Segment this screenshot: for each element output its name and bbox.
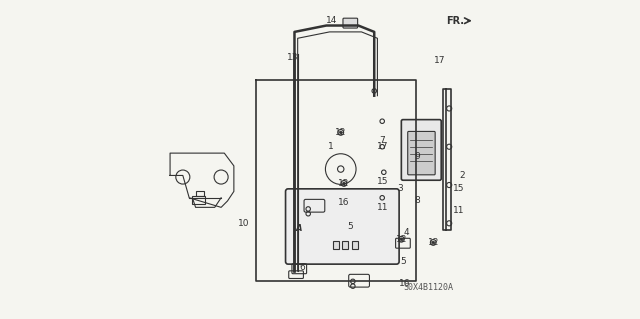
Text: 8: 8 <box>415 197 420 205</box>
Circle shape <box>432 241 435 244</box>
Text: 4: 4 <box>403 228 409 237</box>
Text: 12: 12 <box>396 235 407 244</box>
Text: 6: 6 <box>300 263 305 272</box>
Bar <box>342 241 348 249</box>
Text: 17: 17 <box>376 142 388 151</box>
Bar <box>333 241 339 249</box>
Bar <box>352 241 358 249</box>
Bar <box>193 196 205 204</box>
Text: 17: 17 <box>434 56 445 65</box>
Text: 12: 12 <box>428 238 439 247</box>
Text: 7: 7 <box>380 136 385 145</box>
Bar <box>196 191 204 196</box>
Text: 12: 12 <box>335 128 346 137</box>
Text: 14: 14 <box>326 16 337 25</box>
Text: 10: 10 <box>237 219 249 228</box>
Text: 12: 12 <box>338 179 349 188</box>
Text: 3: 3 <box>397 184 403 193</box>
Text: 15: 15 <box>376 177 388 186</box>
Text: 2: 2 <box>459 171 465 180</box>
Circle shape <box>339 131 342 134</box>
Text: FR.: FR. <box>447 16 465 26</box>
Text: 16: 16 <box>399 279 410 288</box>
Text: 1: 1 <box>328 142 334 151</box>
FancyBboxPatch shape <box>401 120 441 180</box>
Text: 9: 9 <box>415 152 420 161</box>
Text: S0X4B1120A: S0X4B1120A <box>403 283 454 292</box>
FancyBboxPatch shape <box>285 189 399 264</box>
Text: 16: 16 <box>338 198 349 207</box>
Circle shape <box>342 182 345 185</box>
FancyBboxPatch shape <box>408 131 435 175</box>
Text: 5: 5 <box>348 222 353 231</box>
Circle shape <box>400 238 403 241</box>
FancyBboxPatch shape <box>343 18 358 28</box>
Text: A: A <box>296 224 303 233</box>
Text: 11: 11 <box>453 206 465 215</box>
Text: 11: 11 <box>376 203 388 212</box>
Text: 15: 15 <box>453 184 465 193</box>
Text: 5: 5 <box>400 257 406 266</box>
Text: 13: 13 <box>287 53 299 62</box>
